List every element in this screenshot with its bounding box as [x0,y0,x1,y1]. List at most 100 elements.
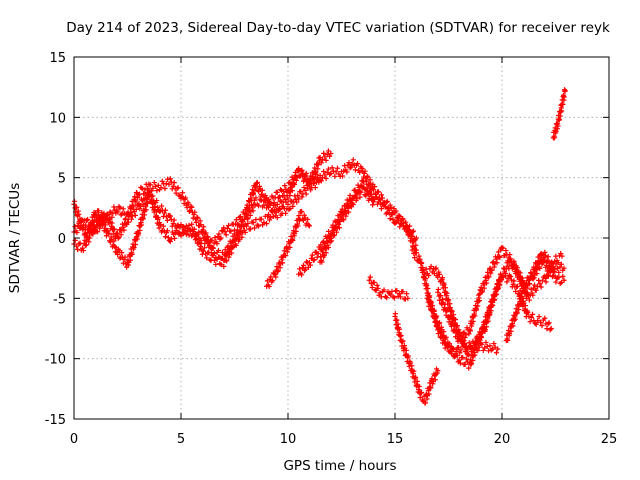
data-point [204,233,210,240]
data-point [508,328,514,334]
data-point [197,218,203,224]
data-point [466,340,472,346]
data-point [341,217,347,223]
data-point [333,169,339,175]
data-point [474,346,480,352]
data-point [556,269,562,275]
y-tick-label: 10 [49,111,66,126]
data-point [458,347,464,353]
data-point [493,291,499,298]
data-point [432,377,438,383]
data-point [250,190,257,197]
data-point [370,202,376,208]
data-point [136,201,142,207]
data-point [251,225,258,231]
data-point [306,181,312,188]
data-point [82,237,88,243]
data-point [122,254,128,260]
data-point [521,284,527,290]
data-point [145,200,151,207]
data-point [397,224,403,230]
data-point [294,199,300,205]
data-point [372,287,378,293]
data-point [505,337,511,344]
data-point [410,244,416,250]
data-point [159,178,165,184]
data-point [444,307,450,313]
data-point [345,162,351,168]
data-point [411,368,417,374]
data-point [268,208,275,214]
data-point [442,301,448,307]
data-point [296,196,302,202]
data-point [426,391,432,397]
data-point [402,296,408,302]
data-point [189,204,195,210]
data-point [499,244,505,251]
data-point [527,319,533,325]
data-point [463,332,469,338]
data-point [534,265,540,271]
data-point [290,237,296,244]
data-point [439,275,446,281]
data-point [120,224,126,230]
data-point [479,341,485,347]
data-point [323,250,329,256]
data-point [392,311,398,317]
data-point [462,334,468,341]
data-point [375,189,382,195]
data-point [557,264,563,270]
data-point [192,209,198,215]
data-point [147,182,153,188]
data-point [171,180,177,186]
data-point [376,195,383,201]
data-point [468,348,474,355]
data-point [104,216,110,222]
data-point [229,250,235,256]
data-point [86,239,92,245]
data-point [559,253,565,259]
data-point [99,221,106,227]
data-point [496,253,502,260]
data-point [267,276,273,282]
data-point [160,223,167,229]
data-point [152,183,159,189]
data-point [539,278,545,284]
data-point [83,242,90,248]
data-point [216,231,222,237]
data-point [526,280,533,287]
data-point [403,219,409,225]
data-point [233,217,240,223]
data-point [105,212,111,218]
data-point [536,314,542,320]
data-point [239,216,245,222]
data-point [553,279,559,285]
data-point [350,157,356,163]
data-point [79,216,85,223]
data-point [309,175,315,181]
data-point [360,185,366,191]
data-point [132,212,138,218]
data-point [352,167,359,173]
data-point [452,316,458,323]
data-point [429,375,435,382]
data-point [312,184,318,191]
data-point [531,282,538,288]
data-point [133,206,139,213]
data-point [495,346,501,352]
data-point [545,254,551,260]
data-point [158,184,164,191]
data-point [287,205,293,211]
data-point [385,205,391,211]
data-point [171,217,177,223]
y-tick-label: -5 [53,292,66,307]
data-point [339,173,346,179]
data-point [133,197,139,203]
data-point [408,233,415,240]
data-point [425,285,431,292]
data-point [156,225,162,231]
data-point [491,297,497,303]
grid-lines [74,57,609,419]
data-point [459,338,465,344]
x-tick-label: 0 [70,432,78,447]
